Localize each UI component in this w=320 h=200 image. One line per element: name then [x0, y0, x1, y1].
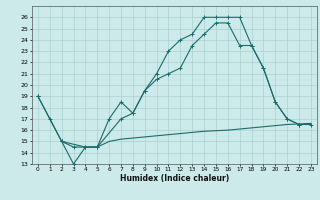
X-axis label: Humidex (Indice chaleur): Humidex (Indice chaleur) — [120, 174, 229, 183]
